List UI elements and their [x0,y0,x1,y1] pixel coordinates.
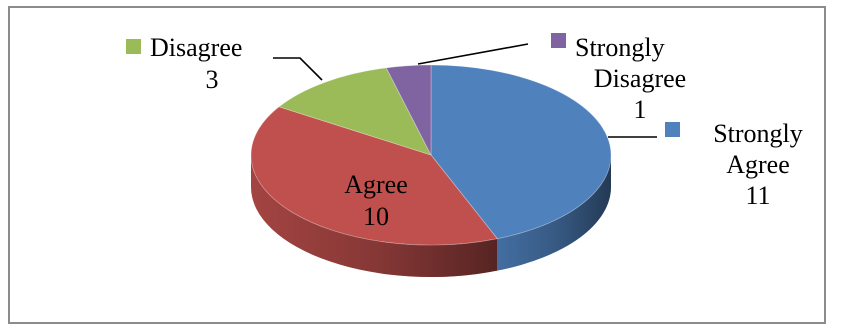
label-leader-lines [273,43,657,138]
data-label-strongly-agree-line-3: 11 [745,181,770,210]
pie-side-agree-shade [251,155,498,277]
label-key-strongly-disagree [551,33,566,48]
data-label-strongly-disagree-line-2: Disagree [594,64,686,93]
data-label-agree-line-2: 10 [363,202,389,231]
data-label-disagree-line-2: 3 [206,65,219,94]
pie-side-strongly-agree-shade [497,155,611,271]
data-label-disagree: Disagree 3 [150,33,242,94]
label-color-keys [126,33,680,137]
label-key-disagree [126,39,141,54]
data-label-strongly-agree-line-1: Strongly [713,119,803,148]
pie-slice-strongly-agree [430,64,612,240]
pie-slice-disagree [278,67,432,156]
data-label-strongly-agree-line-2: Agree [726,150,790,179]
data-labels: StronglyAgree11Agree10Disagree3StronglyD… [150,33,803,231]
leader-line-disagree [273,57,323,81]
data-label-strongly-disagree-line-1: Strongly [575,33,665,62]
data-label-agree-line-1: Agree [344,170,408,199]
data-label-agree: Agree 10 [344,170,408,231]
pie-slice-strongly-disagree [385,64,432,156]
pie-side-walls [251,155,611,277]
label-key-strongly-agree [665,122,680,137]
data-label-strongly-disagree-line-3: 1 [634,95,647,124]
pie-slice-agree [250,106,498,246]
leader-line-strongly-disagree [417,43,529,65]
data-label-disagree-line-1: Disagree [150,33,242,62]
pie-top-faces [250,64,612,246]
